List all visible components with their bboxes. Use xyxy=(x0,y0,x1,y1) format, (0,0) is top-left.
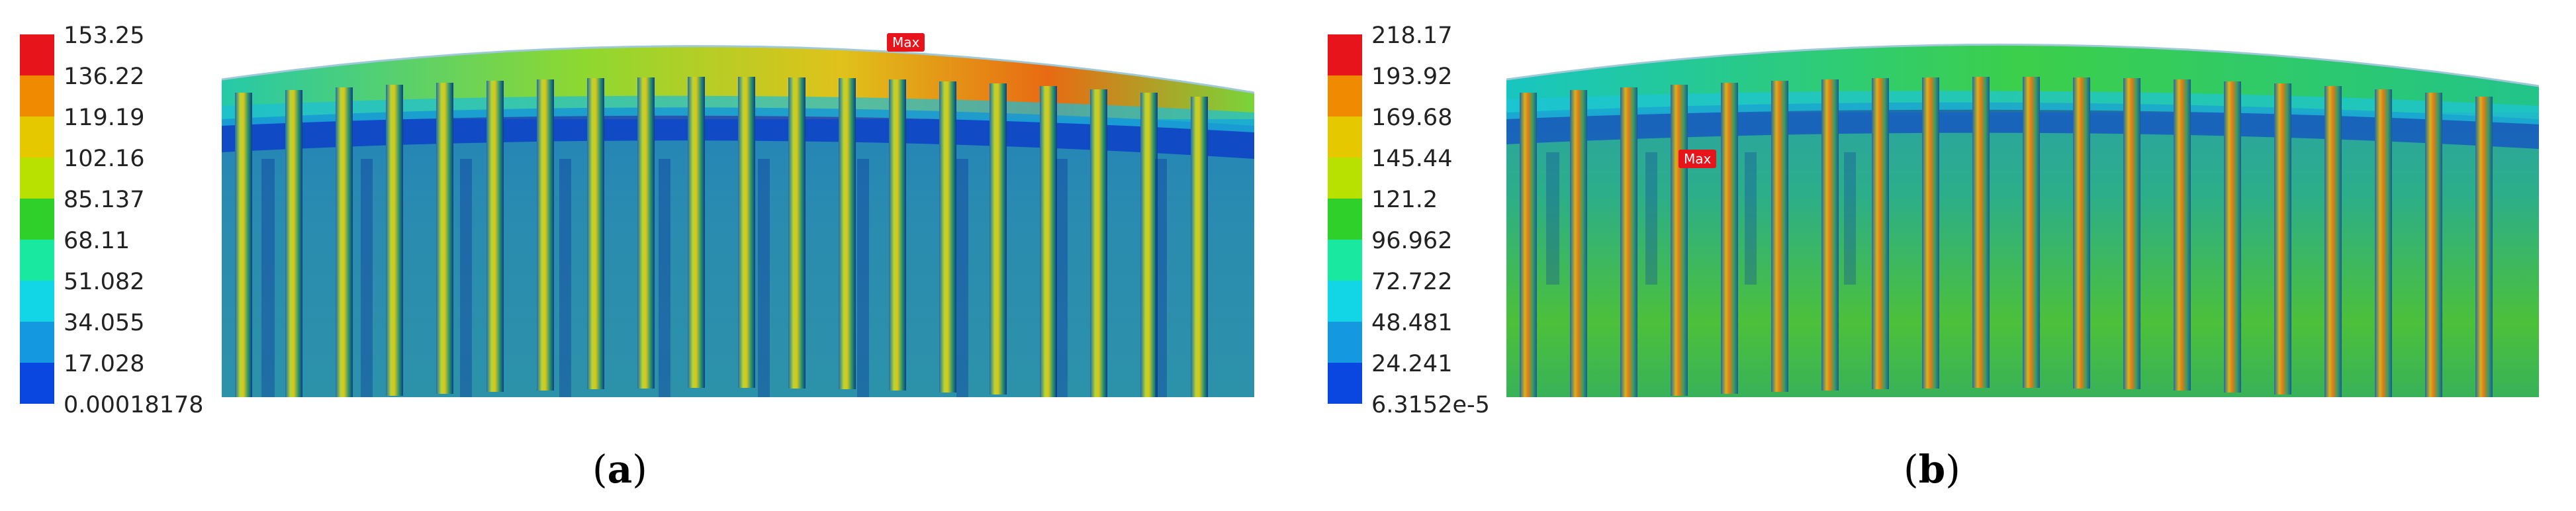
color-band xyxy=(1328,281,1362,322)
color-band xyxy=(20,116,54,158)
color-band xyxy=(1328,116,1362,158)
color-band xyxy=(20,363,54,404)
legend-value: 102.16 xyxy=(64,146,145,172)
legend-value: 0.00018178 xyxy=(64,392,204,418)
color-band xyxy=(1328,158,1362,199)
color-scale-a xyxy=(20,34,54,404)
panel-a: 153.25 136.22 119.19 102.16 85.137 68.11… xyxy=(20,23,1254,492)
color-band xyxy=(1328,240,1362,281)
caption-open: ( xyxy=(1904,447,1919,492)
panel-b: 218.17 193.92 169.68 145.44 121.2 96.962… xyxy=(1288,0,2576,511)
stress-contour-a: Max xyxy=(222,26,1254,397)
caption-letter: b xyxy=(1918,447,1946,492)
legend-value: 34.055 xyxy=(64,310,145,336)
caption-b: (b) xyxy=(1904,447,1960,492)
color-band xyxy=(20,199,54,240)
color-band xyxy=(20,240,54,281)
color-band xyxy=(20,34,54,75)
color-band xyxy=(1328,75,1362,116)
color-scale-b xyxy=(1328,34,1362,404)
color-band xyxy=(20,322,54,363)
color-band xyxy=(1328,322,1362,363)
legend-value: 6.3152e-5 xyxy=(1371,392,1490,418)
legend-value: 119.19 xyxy=(64,105,145,131)
legend-value: 24.241 xyxy=(1371,351,1453,377)
max-marker-b: Max xyxy=(1679,150,1717,168)
legend-value: 68.11 xyxy=(64,228,130,254)
caption-close: ) xyxy=(632,447,647,492)
color-band xyxy=(20,158,54,199)
caption-close: ) xyxy=(1945,447,1960,492)
color-band xyxy=(1328,34,1362,75)
legend-value: 153.25 xyxy=(64,23,145,49)
legend-value: 72.722 xyxy=(1371,269,1453,295)
legend-value: 17.028 xyxy=(64,351,145,377)
legend-value: 145.44 xyxy=(1371,146,1453,172)
color-band xyxy=(20,281,54,322)
legend-value: 85.137 xyxy=(64,187,145,213)
legend-value: 96.962 xyxy=(1371,228,1453,254)
caption-letter: a xyxy=(607,447,633,492)
legend-value: 121.2 xyxy=(1371,187,1438,213)
color-band xyxy=(20,75,54,116)
legend-value: 136.22 xyxy=(64,64,145,90)
legend-value: 218.17 xyxy=(1371,23,1453,49)
legend-value: 48.481 xyxy=(1371,310,1453,336)
legend-value: 51.082 xyxy=(64,269,145,295)
max-marker-a: Max xyxy=(887,33,925,52)
caption-open: ( xyxy=(592,447,608,492)
color-band xyxy=(1328,199,1362,240)
legend-value: 193.92 xyxy=(1371,64,1453,90)
color-band xyxy=(1328,363,1362,404)
stress-contour-b: Max xyxy=(1506,26,2539,397)
legend-value: 169.68 xyxy=(1371,105,1453,131)
caption-a: (a) xyxy=(592,447,647,492)
